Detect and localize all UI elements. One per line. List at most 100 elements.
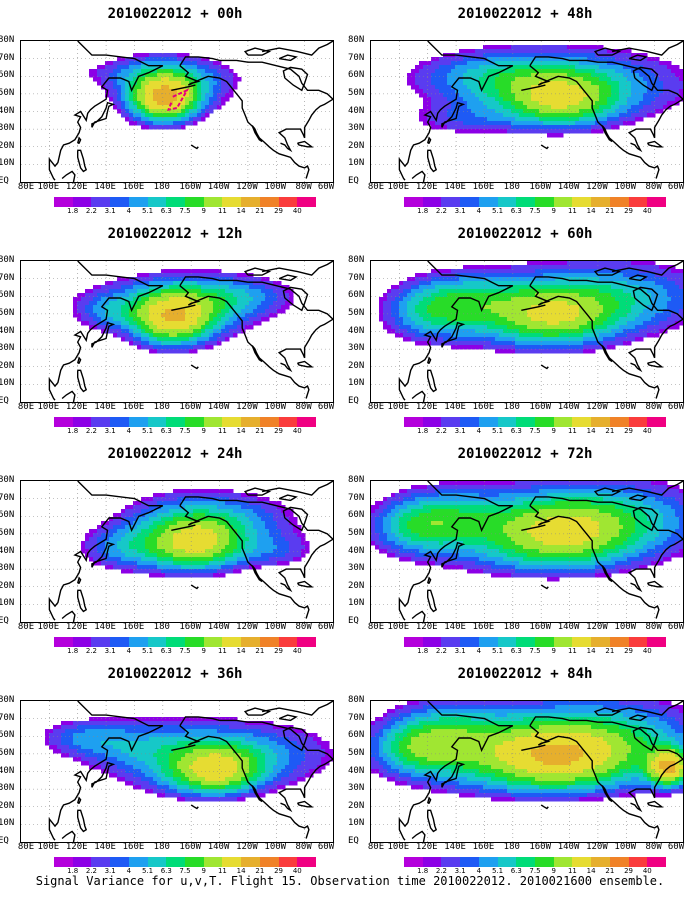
- field-cell: [153, 125, 158, 130]
- field-cell: [563, 73, 568, 78]
- field-cell: [145, 533, 150, 538]
- field-cell: [165, 721, 170, 726]
- field-cell: [213, 493, 218, 498]
- field-cell: [499, 129, 504, 134]
- field-cell: [265, 737, 270, 742]
- field-cell: [141, 781, 146, 786]
- field-cell: [161, 777, 166, 782]
- field-cell: [615, 85, 620, 90]
- field-cell: [435, 65, 440, 70]
- field-cell: [273, 525, 278, 530]
- field-cell: [189, 281, 194, 286]
- field-cell: [205, 565, 210, 570]
- field-cell: [157, 329, 162, 334]
- field-cell: [177, 505, 182, 510]
- field-cell: [105, 733, 110, 738]
- field-cell: [253, 321, 258, 326]
- coastline: [77, 589, 88, 613]
- field-cell: [619, 89, 624, 94]
- field-cell: [559, 101, 564, 106]
- field-cell: [209, 553, 214, 558]
- field-cell: [141, 561, 146, 566]
- field-cell: [209, 565, 214, 570]
- field-cell: [503, 121, 508, 126]
- field-cell: [451, 101, 456, 106]
- field-cell: [133, 721, 138, 726]
- field-cell: [491, 117, 496, 122]
- field-cell: [141, 749, 146, 754]
- field-cell: [125, 321, 130, 326]
- field-cell: [149, 753, 154, 758]
- field-cell: [415, 89, 420, 94]
- field-cell: [483, 121, 488, 126]
- field-cell: [269, 517, 274, 522]
- field-cell: [213, 561, 218, 566]
- field-cell: [273, 729, 278, 734]
- field-cell: [189, 533, 194, 538]
- field-cell: [507, 109, 512, 114]
- field-cell: [241, 797, 246, 802]
- field-cell: [273, 561, 278, 566]
- field-cell: [563, 77, 568, 82]
- field-cell: [161, 117, 166, 122]
- field-cell: [277, 757, 282, 762]
- field-cell: [189, 765, 194, 770]
- field-cell: [97, 721, 102, 726]
- field-cell: [93, 729, 98, 734]
- field-cell: [427, 61, 432, 66]
- field-cell: [245, 545, 250, 550]
- field-cell: [101, 321, 106, 326]
- field-cell: [189, 789, 194, 794]
- field-cell: [105, 745, 110, 750]
- field-cell: [511, 45, 516, 50]
- field-cell: [201, 569, 206, 574]
- field-cell: [475, 85, 480, 90]
- field-cell: [427, 121, 432, 126]
- field-cell: [149, 337, 154, 342]
- field-cell: [479, 57, 484, 62]
- field-cell: [233, 553, 238, 558]
- field-cell: [539, 73, 544, 78]
- field-cell: [591, 61, 596, 66]
- field-cell: [113, 309, 118, 314]
- field-cell: [221, 277, 226, 282]
- field-cell: [269, 537, 274, 542]
- field-cell: [169, 85, 174, 90]
- field-cell: [491, 125, 496, 130]
- field-cell: [471, 57, 476, 62]
- field-cell: [217, 505, 222, 510]
- field-cell: [165, 757, 170, 762]
- field-cell: [177, 325, 182, 330]
- field-cell: [579, 53, 584, 58]
- field-cell: [301, 765, 306, 770]
- field-cell: [623, 93, 628, 98]
- field-cell: [555, 109, 560, 114]
- field-cell: [281, 557, 286, 562]
- field-cell: [515, 69, 520, 74]
- field-cell: [169, 57, 174, 62]
- field-cell: [169, 53, 174, 58]
- field-cell: [487, 73, 492, 78]
- field-cell: [157, 557, 162, 562]
- field-cell: [241, 293, 246, 298]
- field-cell: [559, 109, 564, 114]
- field-cell: [221, 493, 226, 498]
- field-cell: [591, 53, 596, 58]
- field-cell: [217, 549, 222, 554]
- field-cell: [193, 549, 198, 554]
- field-cell: [77, 293, 82, 298]
- field-cell: [579, 77, 584, 82]
- field-cell: [257, 789, 262, 794]
- field-cell: [623, 77, 628, 82]
- longitude-tick-label: 60W: [317, 622, 335, 632]
- field-cell: [285, 757, 290, 762]
- field-cell: [515, 53, 520, 58]
- field-cell: [161, 89, 166, 94]
- field-cell: [213, 741, 218, 746]
- field-cell: [281, 765, 286, 770]
- field-cell: [185, 757, 190, 762]
- field-cell: [253, 313, 258, 318]
- field-cell: [511, 49, 516, 54]
- field-cell: [237, 321, 242, 326]
- field-cell: [535, 125, 540, 130]
